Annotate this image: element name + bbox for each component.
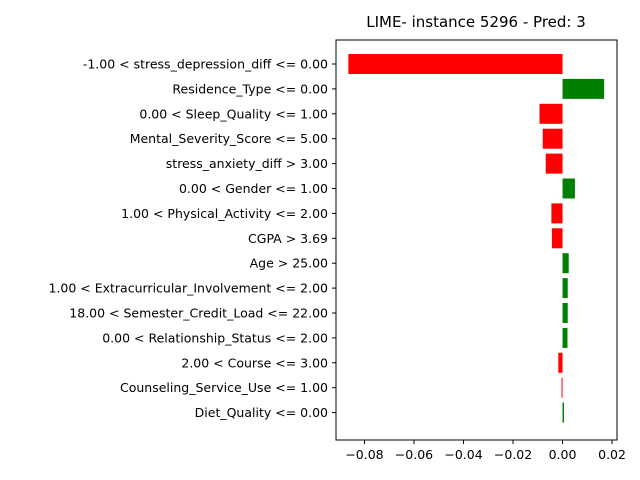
x-tick-label-0: −0.08 (345, 447, 383, 462)
category-label-6: 1.00 < Physical_Activity <= 2.00 (121, 206, 328, 221)
bar-12 (558, 352, 563, 373)
bar-14 (562, 402, 565, 423)
category-label-4: stress_anxiety_diff > 3.00 (166, 156, 328, 171)
x-tick-label-3: −0.02 (494, 447, 532, 462)
category-label-11: 0.00 < Relationship_Status <= 2.00 (102, 330, 328, 345)
category-labels-group: -1.00 < stress_depression_diff <= 0.00 Re… (48, 57, 336, 420)
bar-6 (551, 203, 563, 224)
bar-9 (562, 278, 568, 299)
bar-2 (539, 103, 563, 124)
category-label-7: CGPA > 3.69 (248, 231, 328, 246)
category-label-1: Residence_Type <= 0.00 (172, 81, 328, 96)
category-label-0: -1.00 < stress_depression_diff <= 0.00 (83, 57, 328, 72)
chart-title: LIME- instance 5296 - Pred: 3 (366, 13, 586, 31)
x-tick-label-1: −0.06 (395, 447, 433, 462)
category-label-14: Diet_Quality <= 0.00 (195, 405, 328, 420)
category-label-13: Counseling_Service_Use <= 1.00 (120, 380, 328, 395)
category-label-8: Age > 25.00 (250, 256, 328, 271)
bar-4 (545, 153, 563, 174)
category-label-10: 18.00 < Semester_Credit_Load <= 22.00 (69, 306, 328, 321)
plot-frame (335, 39, 618, 441)
bar-5 (562, 178, 575, 199)
x-tick-label-4: 0.00 (549, 447, 577, 462)
bar-7 (551, 228, 563, 249)
bar-10 (562, 303, 568, 323)
category-label-3: Mental_Severity_Score <= 5.00 (130, 131, 328, 146)
bar-13 (561, 377, 563, 398)
x-ticks-group: −0.08 −0.06 −0.04 −0.02 0.00 0.02 (345, 440, 626, 462)
bar-1 (562, 78, 605, 99)
category-label-9: 1.00 < Extracurricular_Involvement <= 2.… (48, 281, 328, 296)
category-label-2: 0.00 < Sleep_Quality <= 1.00 (139, 106, 328, 121)
category-label-12: 2.00 < Course <= 3.00 (181, 355, 328, 370)
bar-0 (348, 54, 563, 74)
bar-8 (562, 253, 569, 274)
bar-3 (542, 128, 563, 149)
category-label-5: 0.00 < Gender <= 1.00 (179, 181, 328, 196)
bar-11 (562, 327, 568, 348)
x-tick-label-5: 0.02 (598, 447, 626, 462)
bars-group (348, 54, 605, 423)
x-tick-label-2: −0.04 (444, 447, 482, 462)
